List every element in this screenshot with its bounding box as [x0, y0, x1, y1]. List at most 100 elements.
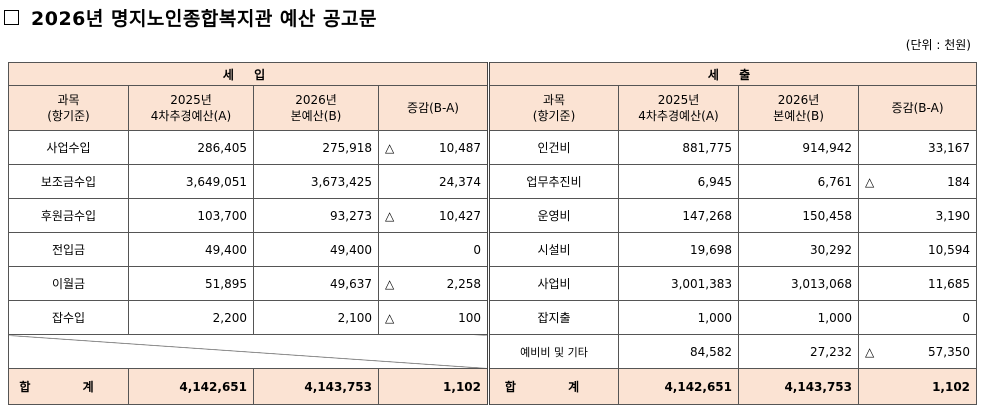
expense-curr-value: 6,761: [738, 164, 860, 199]
income-prev-value: 2,200: [128, 300, 254, 335]
diff-value: 0: [962, 310, 971, 325]
income-curr-value: 3,673,425: [253, 164, 379, 199]
diff-value: 3,190: [935, 208, 971, 223]
expense-curr-value: 3,013,068: [738, 266, 860, 301]
expense-diff: △ 57,350: [858, 334, 978, 369]
section-header-row: 세 입 세 출: [7, 62, 978, 86]
income-subject: 보조금수입: [8, 164, 129, 199]
income-total-diff: 1,102: [377, 368, 490, 405]
expense-total-diff: 1,102: [858, 368, 978, 405]
income-diff: 0: [377, 232, 490, 267]
income-total-curr: 4,143,753: [253, 368, 379, 405]
expense-diff: 11,685: [858, 266, 978, 301]
income-diff: 24,374: [377, 164, 490, 199]
diff-value: 57,350: [928, 344, 971, 359]
income-diff-header: 증감(B-A): [377, 85, 490, 131]
decrease-triangle-icon: △: [385, 140, 395, 155]
diff-value: 10,487: [439, 140, 482, 155]
income-diff: △ 100: [377, 300, 490, 335]
decrease-triangle-icon: △: [385, 208, 395, 223]
expense-prev-value: 881,775: [618, 130, 740, 165]
expense-subject: 인건비: [487, 130, 620, 165]
column-header-row: 과목 (항기준) 2025년 4차추경예산(A) 2026년 본예산(B) 증감(B-…: [8, 85, 978, 131]
income-diff: △ 10,427: [377, 198, 490, 233]
decrease-triangle-icon: △: [865, 174, 875, 189]
diff-value: 33,167: [928, 140, 971, 155]
expense-subject: 예비비 및 기타: [487, 334, 620, 369]
income-diff: △ 10,487: [377, 130, 490, 165]
expense-diff: 33,167: [858, 130, 978, 165]
diff-value: 2,258: [446, 276, 482, 291]
income-blank-cell: [7, 334, 490, 369]
income-total-prev: 4,142,651: [128, 368, 254, 405]
expense-diff: 10,594: [858, 232, 978, 267]
total-row: 합 계 4,142,651 4,143,753 1,102 합 계 4,142,651 4,…: [8, 368, 978, 405]
income-subject: 후원금수입: [8, 198, 129, 233]
expense-section-title: 세 출: [487, 62, 978, 86]
table-row: 잡수입 2,200 2,100 △ 100 잡지출 1,000 1,000 0: [8, 300, 978, 335]
income-prev-header: 2025년 4차추경예산(A): [128, 85, 254, 131]
expense-curr-value: 1,000: [738, 300, 860, 335]
decrease-triangle-icon: △: [865, 344, 875, 359]
income-curr-header: 2026년 본예산(B): [253, 85, 379, 131]
expense-subject-header: 과목 (항기준): [487, 85, 620, 131]
expense-total-curr: 4,143,753: [738, 368, 860, 405]
diff-value: 184: [947, 174, 971, 189]
income-subject: 전입금: [8, 232, 129, 267]
expense-subject: 업무추진비: [487, 164, 620, 199]
expense-curr-header: 2026년 본예산(B): [738, 85, 860, 131]
expense-subject: 사업비: [487, 266, 620, 301]
income-curr-value: 2,100: [253, 300, 379, 335]
income-prev-value: 3,649,051: [128, 164, 254, 199]
expense-prev-value: 1,000: [618, 300, 740, 335]
income-total-label: 합 계: [8, 368, 129, 405]
expense-prev-value: 19,698: [618, 232, 740, 267]
table-row: 후원금수입 103,700 93,273 △ 10,427 운영비 147,268 150,4…: [8, 198, 978, 233]
income-subject: 이월금: [8, 266, 129, 301]
expense-subject: 시설비: [487, 232, 620, 267]
title-text: 2026년 명지노인종합복지관 예산 공고문: [31, 7, 377, 30]
expense-prev-value: 6,945: [618, 164, 740, 199]
expense-prev-value: 84,582: [618, 334, 740, 369]
table-row: 이월금 51,895 49,637 △ 2,258 사업비 3,001,383 3,013,0…: [8, 266, 978, 301]
table-row: 전입금 49,400 49,400 0 시설비 19,698 30,292 10,594: [8, 232, 978, 267]
expense-subject: 잡지출: [487, 300, 620, 335]
expense-prev-header: 2025년 4차추경예산(A): [618, 85, 740, 131]
total-label-text: 합 계: [19, 380, 118, 394]
income-prev-value: 49,400: [128, 232, 254, 267]
unit-note: (단위 : 천원): [905, 38, 971, 52]
income-curr-value: 275,918: [253, 130, 379, 165]
expense-prev-value: 3,001,383: [618, 266, 740, 301]
diff-value: 10,427: [439, 208, 482, 223]
income-curr-value: 49,400: [253, 232, 379, 267]
income-curr-value: 49,637: [253, 266, 379, 301]
expense-diff-header: 증감(B-A): [858, 85, 978, 131]
expense-curr-value: 914,942: [738, 130, 860, 165]
expense-total-prev: 4,142,651: [618, 368, 740, 405]
expense-diff: 0: [858, 300, 978, 335]
diff-value: 11,685: [928, 276, 971, 291]
diff-value: 100: [458, 310, 482, 325]
expense-subject: 운영비: [487, 198, 620, 233]
table-row: 사업수입 286,405 275,918 △ 10,487 인건비 881,775 914,9…: [8, 130, 978, 165]
budget-table: 세 입 세 출 과목 (항기준) 2025년 4차추경예산(A) 2026년 본예산(…: [7, 62, 978, 405]
decrease-triangle-icon: △: [385, 310, 395, 325]
income-curr-value: 93,273: [253, 198, 379, 233]
income-section-title: 세 입: [7, 62, 490, 86]
expense-diff: △ 184: [858, 164, 978, 199]
income-subject: 사업수입: [8, 130, 129, 165]
expense-curr-value: 27,232: [738, 334, 860, 369]
diff-value: 10,594: [928, 242, 971, 257]
decrease-triangle-icon: △: [385, 276, 395, 291]
income-prev-value: 51,895: [128, 266, 254, 301]
income-subject: 잡수입: [8, 300, 129, 335]
page-title: 2026년 명지노인종합복지관 예산 공고문: [4, 3, 377, 31]
income-subject-header: 과목 (항기준): [8, 85, 129, 131]
expense-prev-value: 147,268: [618, 198, 740, 233]
expense-curr-value: 150,458: [738, 198, 860, 233]
income-prev-value: 286,405: [128, 130, 254, 165]
total-label-text: 합 계: [504, 380, 604, 394]
diff-value: 0: [473, 242, 482, 257]
income-prev-value: 103,700: [128, 198, 254, 233]
expense-diff: 3,190: [858, 198, 978, 233]
